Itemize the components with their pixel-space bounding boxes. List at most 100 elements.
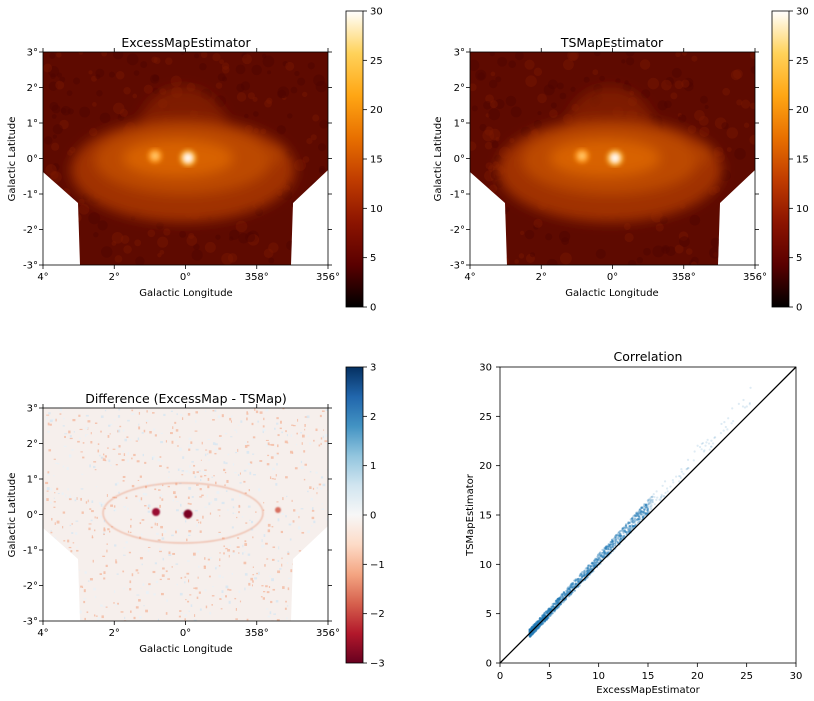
residual-pixel (152, 412, 155, 414)
residual-pixel (75, 520, 79, 522)
residual-pixel (216, 491, 220, 494)
scatter-point (567, 595, 570, 598)
scatter-point (599, 554, 602, 557)
scatter-point (566, 591, 570, 594)
scatter-point (531, 631, 534, 634)
chart-title: Correlation (614, 349, 683, 364)
residual-pixel (147, 549, 150, 552)
scatter-point (613, 544, 616, 547)
residual-pixel (95, 486, 98, 488)
x-tick-label: 15 (642, 671, 655, 682)
y-tick-label: 3° (27, 404, 38, 415)
noise-blob (688, 259, 697, 265)
scatter-point (529, 628, 532, 631)
scatter-point (592, 565, 595, 568)
scatter-point (590, 562, 594, 565)
noise-blob (255, 208, 264, 217)
scatter-point (593, 564, 596, 567)
scatter-point (640, 513, 643, 516)
residual-pixel (326, 442, 328, 445)
residual-pixel (246, 444, 250, 447)
residual-pixel (147, 504, 151, 508)
scatter-point (536, 620, 539, 623)
scatter-point (665, 487, 669, 490)
scatter-point (533, 622, 537, 626)
residual-pixel (239, 482, 242, 484)
scatter-point (538, 626, 541, 629)
scatter-point (593, 559, 596, 562)
noise-blob (247, 234, 260, 246)
noise-blob (559, 230, 571, 243)
scatter-point (649, 500, 652, 504)
noise-blob (687, 125, 697, 134)
residual-pixel (100, 456, 104, 459)
residual-pixel (101, 615, 104, 619)
scatter-point (620, 534, 623, 538)
scatter-point (608, 545, 611, 549)
scatter-point (544, 610, 547, 614)
residual-pixel (219, 598, 222, 600)
scatter-point (636, 513, 639, 517)
residual-pixel (159, 578, 162, 581)
residual-source (275, 507, 281, 513)
residual-pixel (313, 439, 315, 442)
scatter-point (662, 494, 665, 498)
x-tick-label: 2° (536, 272, 547, 283)
x-tick-label: 356° (316, 272, 340, 283)
scatter-point (647, 502, 651, 505)
x-tick-label: 2° (109, 628, 120, 639)
residual-pixel (270, 456, 274, 459)
scatter-point (647, 510, 650, 513)
noise-blob (48, 81, 58, 91)
residual-pixel (64, 605, 66, 609)
scatter-point (679, 476, 682, 480)
residual-pixel (265, 444, 268, 447)
residual-pixel (66, 606, 69, 609)
scatter-point (529, 634, 532, 637)
residual-pixel (67, 573, 69, 576)
noise-blob (505, 95, 517, 107)
scatter-point (548, 615, 551, 618)
residual-pixel (52, 566, 55, 570)
noise-blob (533, 119, 543, 129)
scatter-point (631, 521, 634, 524)
colorbar-tick-label: 1 (370, 461, 376, 472)
scatter-point (685, 468, 688, 471)
y-tick-label: -3° (23, 617, 38, 628)
scatter-point (546, 611, 549, 614)
scatter-point (604, 553, 608, 556)
noise-blob (48, 247, 60, 258)
scatter-point (623, 534, 626, 537)
residual-pixel (235, 451, 238, 454)
residual-pixel (150, 526, 153, 529)
scatter-point (596, 557, 600, 560)
noise-blob (253, 111, 259, 117)
residual-pixel (71, 532, 74, 534)
scatter-point (639, 510, 642, 513)
scatter-point (577, 578, 580, 581)
residual-pixel (322, 483, 326, 487)
scatter-point (557, 597, 560, 600)
y-tick-label: 2° (27, 439, 38, 450)
scatter-point (538, 619, 542, 622)
residual-pixel (229, 589, 232, 591)
residual-pixel (138, 536, 142, 539)
scatter-point (578, 579, 581, 583)
residual-pixel (265, 409, 269, 412)
residual-pixel (198, 521, 200, 524)
scatter-point (609, 548, 612, 552)
scatter-point (532, 632, 535, 635)
scatter-point (628, 525, 632, 528)
residual-pixel (198, 591, 201, 594)
scatter-point (566, 590, 569, 593)
scatter-point (742, 398, 745, 402)
scatter-point (646, 509, 649, 512)
noise-blob (621, 59, 626, 64)
residual-pixel (221, 414, 224, 418)
noise-blob (186, 235, 198, 246)
residual-pixel (115, 604, 118, 607)
scatter-point (579, 573, 582, 576)
residual-pixel (187, 600, 190, 603)
residual-pixel (311, 509, 315, 512)
